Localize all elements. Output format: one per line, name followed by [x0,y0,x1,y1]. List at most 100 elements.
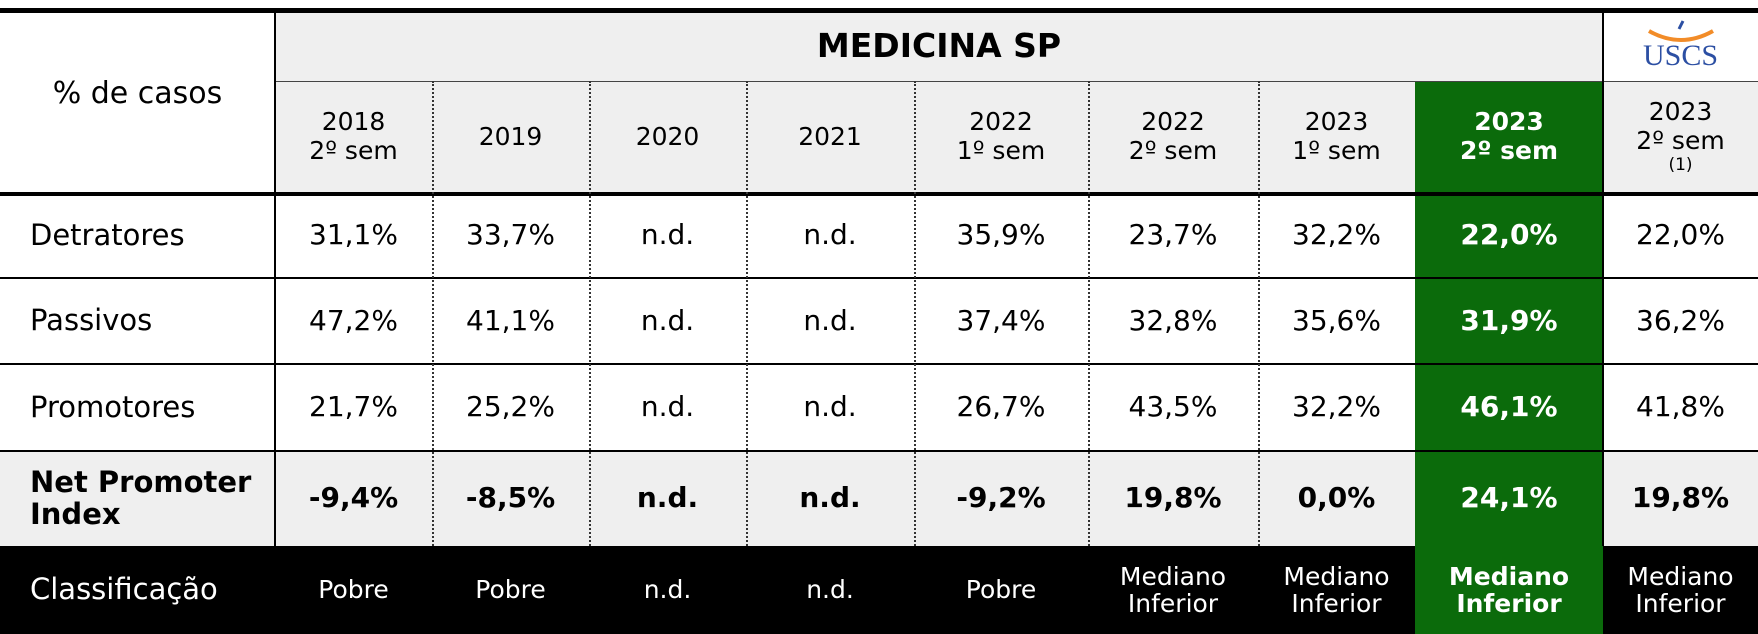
classification-cell: Mediano Inferior [1603,546,1758,634]
column-header: 2022 2º sem [1088,81,1258,193]
text: 24,1% [1460,481,1558,515]
text: Classificação [30,572,218,607]
text: 2018 [321,107,386,137]
text: 31,9% [1460,303,1558,337]
classification-cell: Pobre [275,546,432,634]
rule [0,363,1758,365]
text: Inferior [1291,589,1382,618]
text: n.d. [803,390,857,424]
text: n.d. [799,481,861,515]
text: 2º sem [309,136,398,165]
text: Inferior [1635,589,1726,618]
text: 0,0% [1297,481,1376,515]
text: 2023 [1474,107,1544,137]
text: 32,8% [1128,303,1218,337]
column-header: 2023 2º sem (1) [1603,81,1758,193]
text: 23,7% [1128,218,1218,252]
value-cell: 33,7% [432,193,589,278]
value-cell: n.d. [746,193,914,278]
text: 32,2% [1292,218,1381,252]
text: n.d. [640,303,695,337]
value-cell: n.d. [746,278,914,364]
text: n.d. [636,481,699,515]
rule [914,81,916,546]
value-cell: 22,0% [1415,193,1603,278]
text: Pobre [965,575,1037,605]
text: 2023 [1304,107,1369,137]
value-cell: n.d. [589,193,746,278]
column-header: 2018 2º sem [275,81,432,193]
value-cell: 47,2% [275,278,432,364]
value-cell: 46,1% [1415,364,1603,451]
rule [1602,11,1604,546]
text: USCS [1642,38,1719,72]
classification-cell: Pobre [914,546,1088,634]
text: n.d. [640,218,695,252]
value-cell: 0,0% [1258,451,1415,546]
value-cell: 23,7% [1088,193,1258,278]
rule [274,11,276,546]
text: Mediano [1627,561,1734,591]
rule [0,192,1758,196]
text: 22,0% [1636,218,1725,252]
text: -9,4% [308,481,399,515]
value-cell: 31,1% [275,193,432,278]
value-cell: 19,8% [1088,451,1258,546]
text: 32,2% [1292,390,1381,424]
rule [589,81,591,546]
text: Inferior [1127,589,1219,618]
rule [0,277,1758,279]
classification-cell: Mediano Inferior [1258,546,1415,634]
text: (1) [1668,154,1693,175]
rule [746,81,748,546]
text: 43,5% [1128,390,1218,424]
text: 35,6% [1292,303,1381,337]
header-title: % de casos [0,11,275,193]
text: Net Promoter Index [30,464,252,531]
text: 1º sem [956,136,1046,165]
text: 2022 [1141,107,1205,137]
classification-cell: Pobre [432,546,589,634]
value-cell: 32,2% [1258,364,1415,451]
column-header: 2022 1º sem [914,81,1088,193]
rule [275,81,1758,82]
value-cell: -9,4% [275,451,432,546]
value-cell: 36,2% [1603,278,1758,364]
classification-cell: Mediano Inferior [1088,546,1258,634]
text: 22,0% [1460,218,1558,252]
text: Passivos [30,303,153,338]
text: MEDICINA SP [816,26,1062,66]
logo: USCS [1603,11,1758,81]
rule [1088,81,1090,546]
text: 2019 [478,121,543,151]
column-header: 2020 [589,81,746,193]
text: 26,7% [956,390,1046,424]
text: -8,5% [465,481,556,515]
text: Mediano [1283,561,1390,591]
text: 2023 [1648,97,1713,127]
text: n.d. [643,575,692,605]
column-header: 2019 [432,81,589,193]
value-cell: n.d. [746,364,914,451]
row-label: Net Promoter Index [0,451,275,546]
row-label: Detratores [0,193,275,278]
rule [0,450,1758,452]
text: 2º sem [1636,126,1725,156]
text: n.d. [803,218,857,252]
text: % de casos [52,76,223,111]
text: 21,7% [309,390,398,424]
value-cell: n.d. [746,451,914,546]
text: 19,8% [1124,481,1222,515]
value-cell: 35,6% [1258,278,1415,364]
value-cell: 19,8% [1603,451,1758,546]
classification-cell: n.d. [746,546,914,634]
classification-cell: Mediano Inferior [1415,546,1603,634]
value-cell: n.d. [589,451,746,546]
text: Inferior [1456,589,1562,618]
text: 31,1% [309,218,398,252]
text: Mediano [1119,561,1227,591]
text: 2º sem [1459,136,1559,165]
value-cell: 37,4% [914,278,1088,364]
text: 2021 [798,121,862,151]
